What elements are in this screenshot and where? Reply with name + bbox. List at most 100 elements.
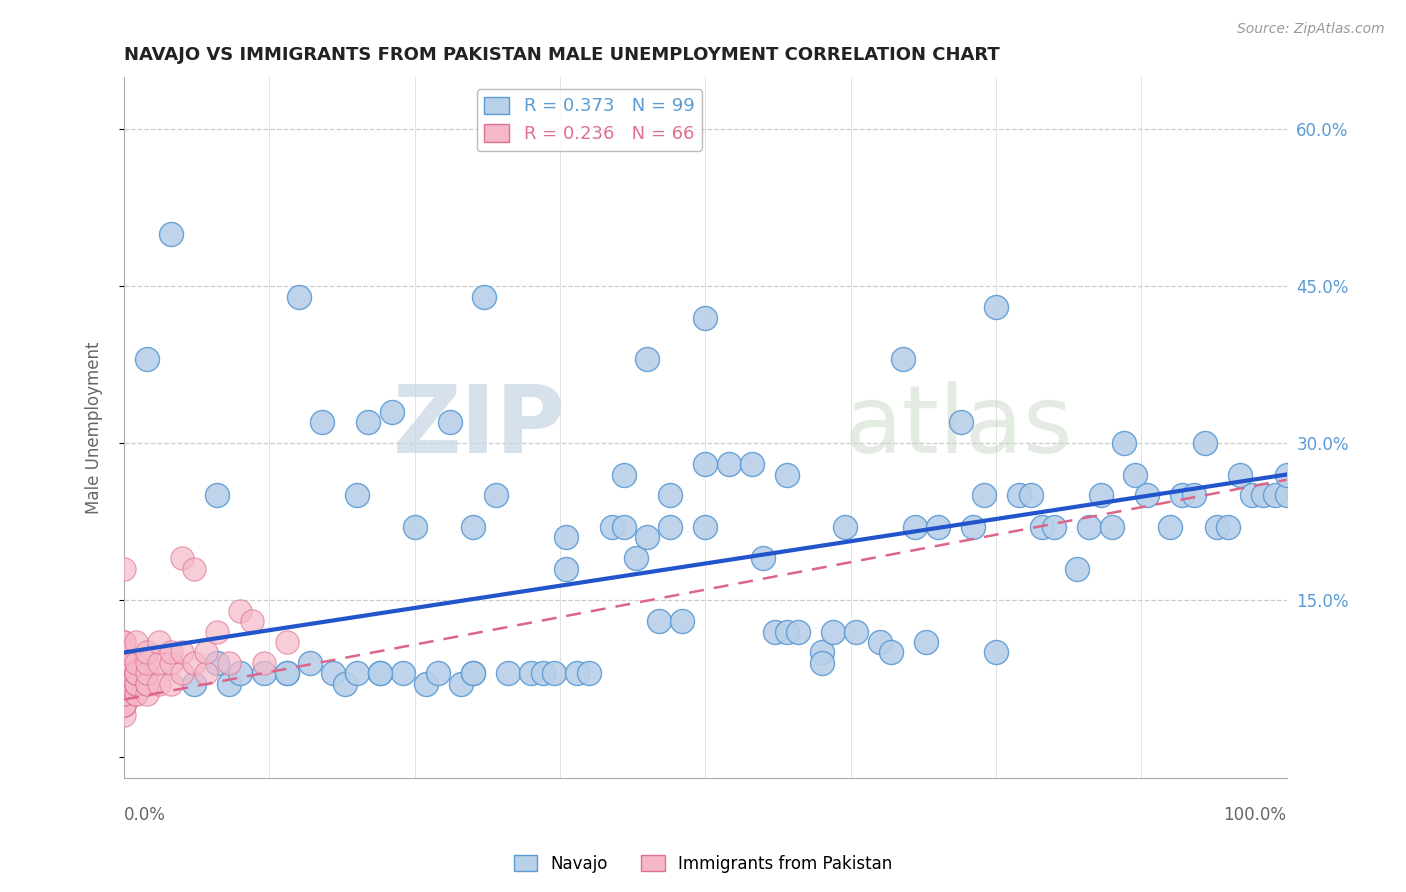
Point <box>229 666 252 681</box>
Point <box>368 666 391 681</box>
Point <box>172 551 194 566</box>
Text: 0.0%: 0.0% <box>124 806 166 824</box>
Point <box>415 677 437 691</box>
Point <box>427 666 450 681</box>
Point <box>659 488 682 502</box>
Point <box>496 666 519 681</box>
Point <box>636 352 658 367</box>
Point <box>1194 436 1216 450</box>
Point <box>125 677 148 691</box>
Point <box>915 635 938 649</box>
Point <box>125 677 148 691</box>
Point <box>485 488 508 502</box>
Point <box>695 457 717 471</box>
Point <box>439 415 461 429</box>
Point <box>125 666 148 681</box>
Point <box>1066 562 1088 576</box>
Point <box>1136 488 1159 502</box>
Point <box>717 457 740 471</box>
Point <box>578 666 600 681</box>
Point <box>183 562 205 576</box>
Point <box>1253 488 1275 502</box>
Point <box>136 645 159 659</box>
Point <box>218 656 240 670</box>
Point <box>172 645 194 659</box>
Point <box>112 645 135 659</box>
Point <box>950 415 973 429</box>
Point <box>984 645 1007 659</box>
Point <box>1275 467 1298 482</box>
Point <box>1218 520 1240 534</box>
Point <box>461 520 484 534</box>
Point <box>253 666 276 681</box>
Point <box>125 666 148 681</box>
Point <box>125 687 148 701</box>
Point <box>112 635 135 649</box>
Point <box>136 677 159 691</box>
Point <box>531 666 554 681</box>
Point <box>112 656 135 670</box>
Point <box>125 666 148 681</box>
Point <box>880 645 903 659</box>
Point <box>125 687 148 701</box>
Point <box>613 467 636 482</box>
Point <box>112 677 135 691</box>
Text: 100.0%: 100.0% <box>1223 806 1286 824</box>
Point <box>112 656 135 670</box>
Point <box>904 520 927 534</box>
Point <box>752 551 775 566</box>
Point <box>112 666 135 681</box>
Point <box>973 488 995 502</box>
Point <box>404 520 426 534</box>
Point <box>392 666 415 681</box>
Point <box>194 645 217 659</box>
Legend: R = 0.373   N = 99, R = 0.236   N = 66: R = 0.373 N = 99, R = 0.236 N = 66 <box>477 89 702 151</box>
Point <box>112 635 135 649</box>
Point <box>368 666 391 681</box>
Point <box>112 687 135 701</box>
Point <box>810 645 832 659</box>
Point <box>205 656 228 670</box>
Point <box>112 677 135 691</box>
Point <box>112 698 135 712</box>
Point <box>810 656 832 670</box>
Point <box>474 290 496 304</box>
Point <box>159 656 181 670</box>
Point <box>112 645 135 659</box>
Point <box>450 677 472 691</box>
Point <box>776 467 799 482</box>
Point <box>1240 488 1263 502</box>
Point <box>1159 520 1181 534</box>
Point <box>112 562 135 576</box>
Point <box>1078 520 1101 534</box>
Point <box>543 666 565 681</box>
Point <box>927 520 949 534</box>
Point <box>159 677 181 691</box>
Point <box>741 457 763 471</box>
Point <box>112 687 135 701</box>
Point <box>322 666 344 681</box>
Point <box>183 677 205 691</box>
Point <box>148 635 170 649</box>
Point <box>299 656 322 670</box>
Point <box>112 666 135 681</box>
Point <box>1229 467 1251 482</box>
Text: ZIP: ZIP <box>394 382 565 474</box>
Point <box>787 624 810 639</box>
Point <box>567 666 589 681</box>
Point <box>346 666 368 681</box>
Point <box>648 614 671 628</box>
Point <box>671 614 693 628</box>
Point <box>1090 488 1112 502</box>
Legend: Navajo, Immigrants from Pakistan: Navajo, Immigrants from Pakistan <box>508 848 898 880</box>
Point <box>346 488 368 502</box>
Point <box>823 624 845 639</box>
Text: atlas: atlas <box>845 382 1073 474</box>
Point <box>218 677 240 691</box>
Point <box>1171 488 1194 502</box>
Point <box>554 562 576 576</box>
Point <box>148 656 170 670</box>
Point <box>112 656 135 670</box>
Point <box>1043 520 1066 534</box>
Point <box>136 677 159 691</box>
